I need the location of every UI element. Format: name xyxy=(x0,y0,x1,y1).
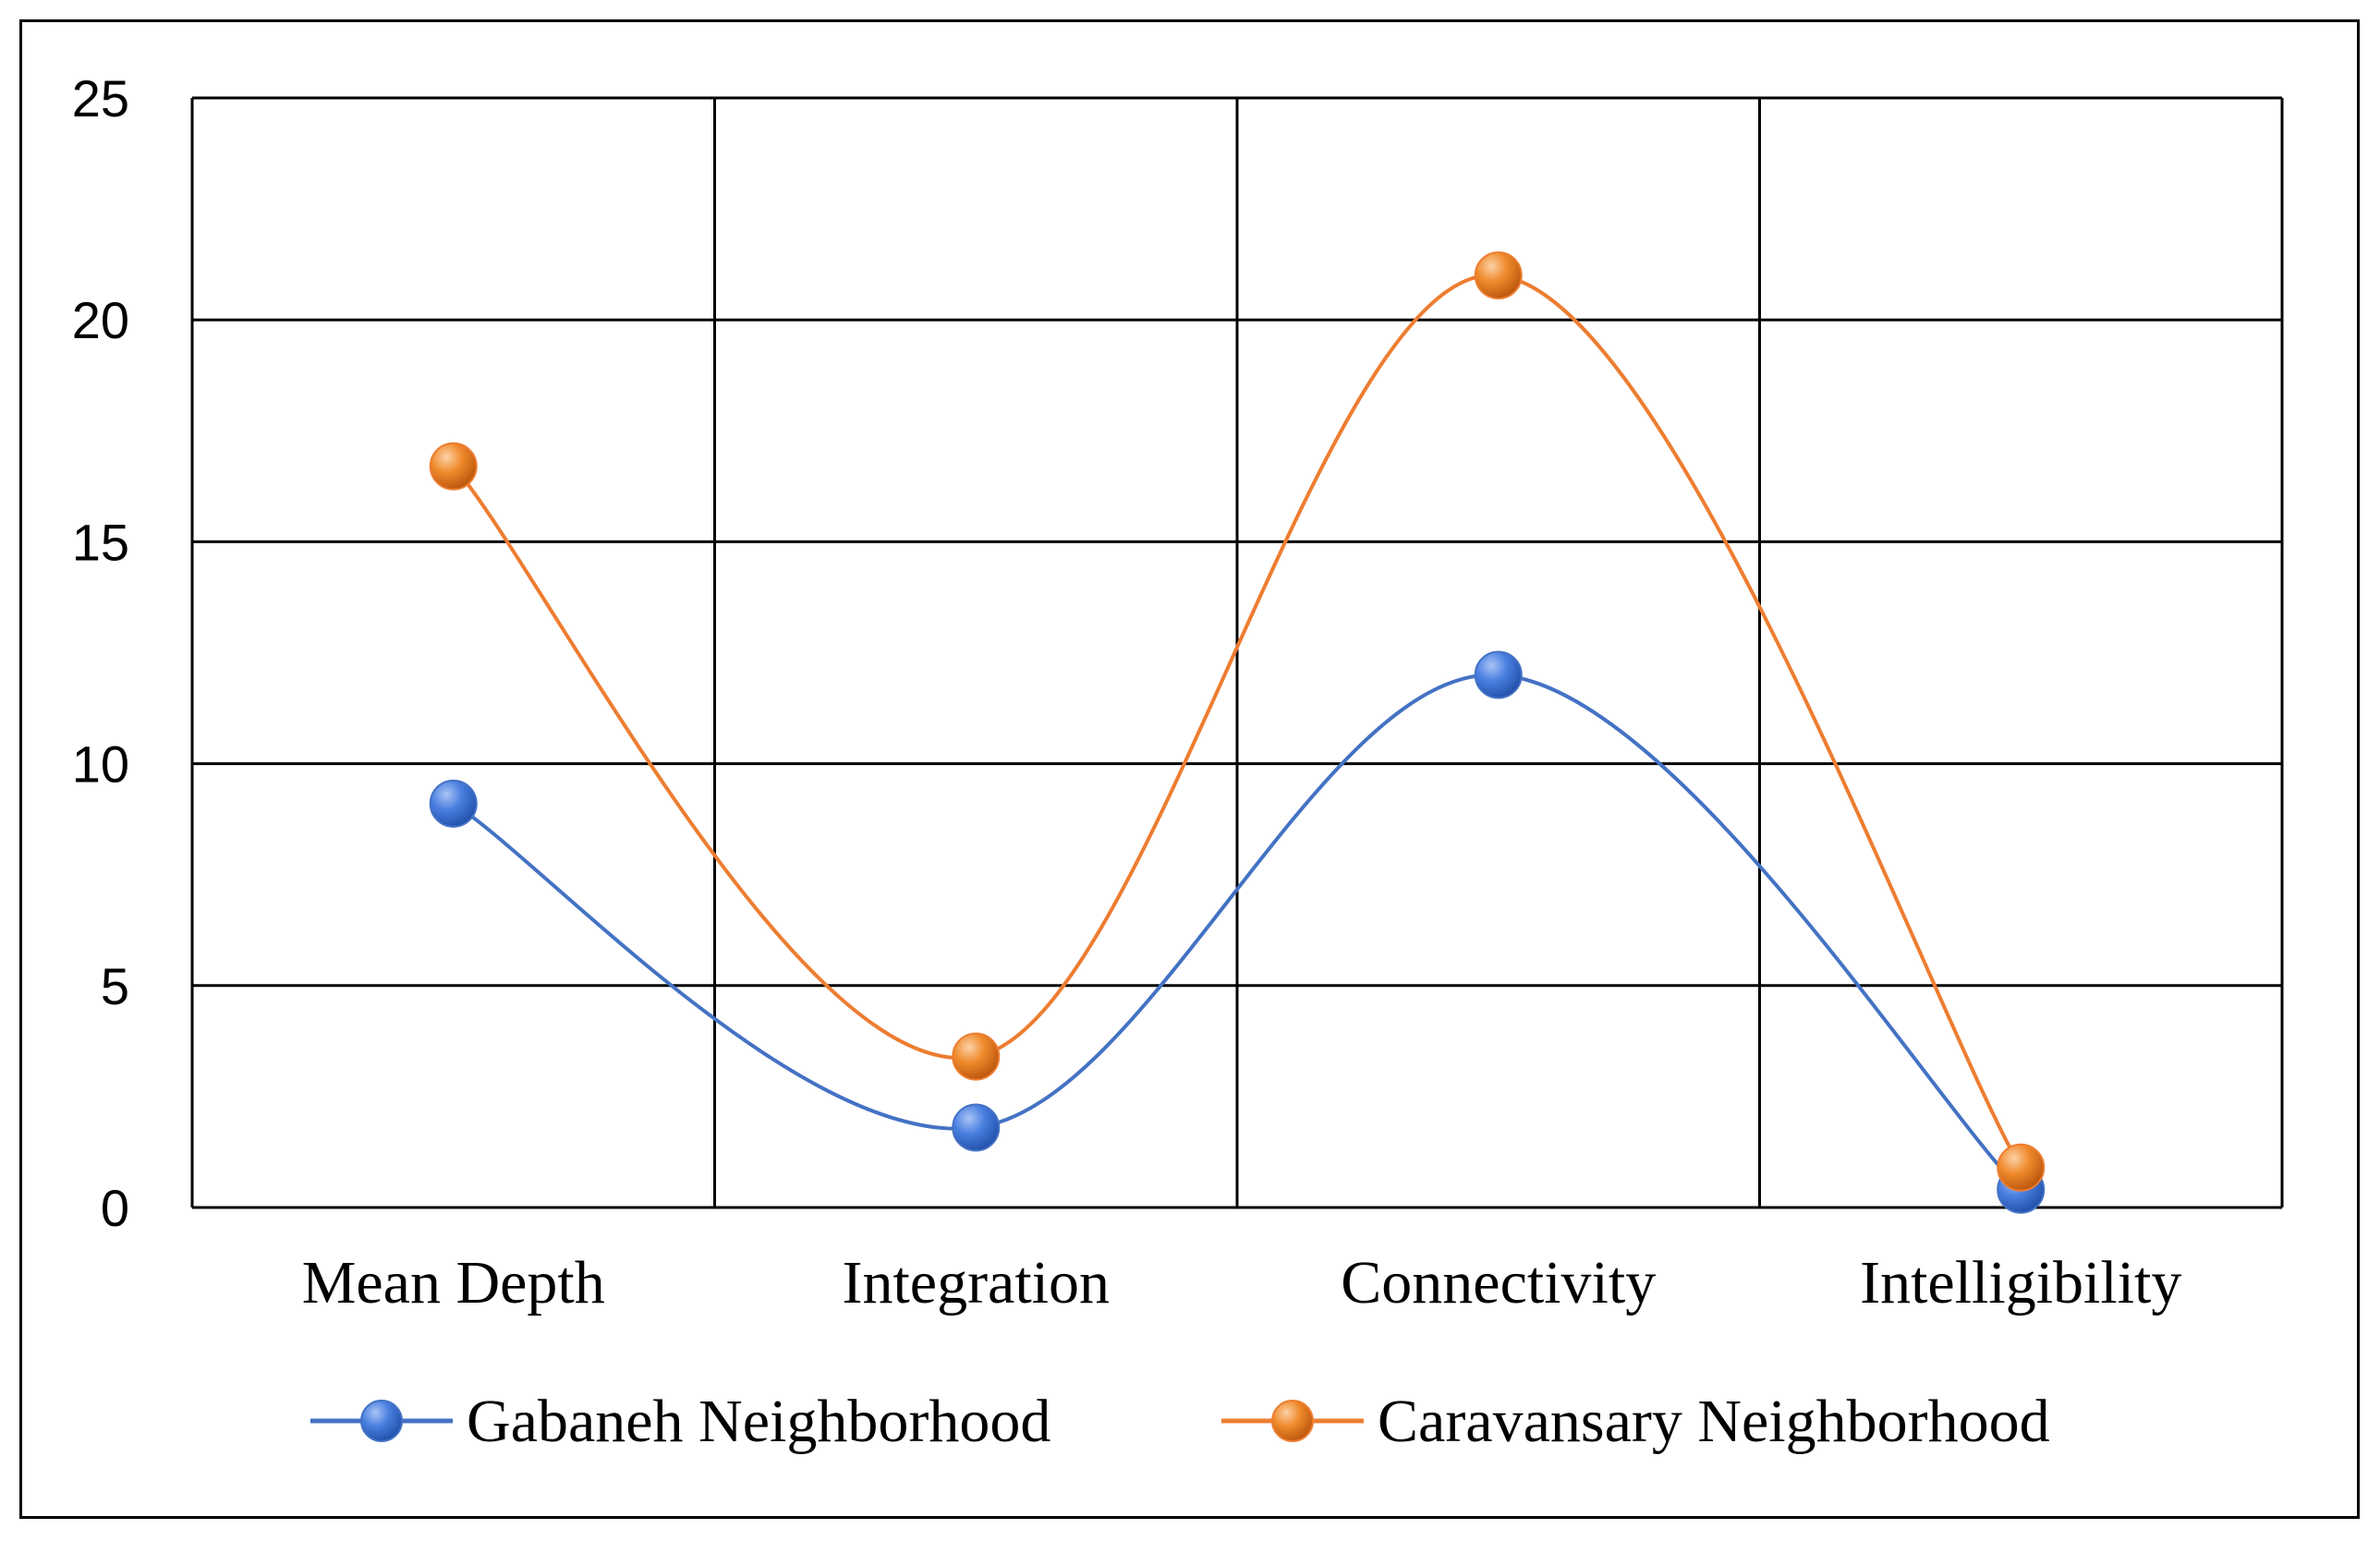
grid xyxy=(190,96,2284,1209)
data-point-series-2 xyxy=(952,1032,1001,1081)
y-tick-label: 0 xyxy=(101,1179,129,1237)
x-tick-label: Mean Depth xyxy=(302,1249,605,1317)
y-tick-label: 5 xyxy=(101,957,129,1015)
x-tick-label: Intelligibility xyxy=(1860,1249,2181,1317)
data-point-series-2 xyxy=(1997,1143,2046,1192)
y-tick-label: 20 xyxy=(72,291,129,349)
x-tick-label: Integration xyxy=(842,1249,1110,1317)
legend-marker-2 xyxy=(1271,1400,1314,1442)
y-tick-label: 25 xyxy=(72,69,129,127)
legend-label: Gabaneh Neighborhood xyxy=(467,1388,1050,1455)
y-tick-label: 10 xyxy=(72,735,129,794)
legend: Gabaneh Neighborhood Caravansary Neighbor… xyxy=(310,1388,2050,1455)
data-point-series-2 xyxy=(429,442,478,491)
axes: 0 5 10 15 20 25 Mean Depth Integration Connectiv… xyxy=(72,69,2182,1317)
chart-frame xyxy=(19,19,2360,1519)
data-point-series-1 xyxy=(1474,650,1523,699)
series-line-2 xyxy=(452,273,2022,1169)
data-point-series-1 xyxy=(952,1103,1001,1152)
legend-marker-1 xyxy=(360,1400,403,1442)
y-tick-label: 15 xyxy=(72,513,129,571)
series-line-1 xyxy=(452,673,2022,1192)
x-tick-label: Connectivity xyxy=(1341,1249,1656,1317)
legend-label: Caravansary Neighborhood xyxy=(1378,1388,2050,1455)
series xyxy=(429,251,2046,1214)
data-point-series-2 xyxy=(1474,251,1523,300)
data-point-series-1 xyxy=(429,779,478,828)
